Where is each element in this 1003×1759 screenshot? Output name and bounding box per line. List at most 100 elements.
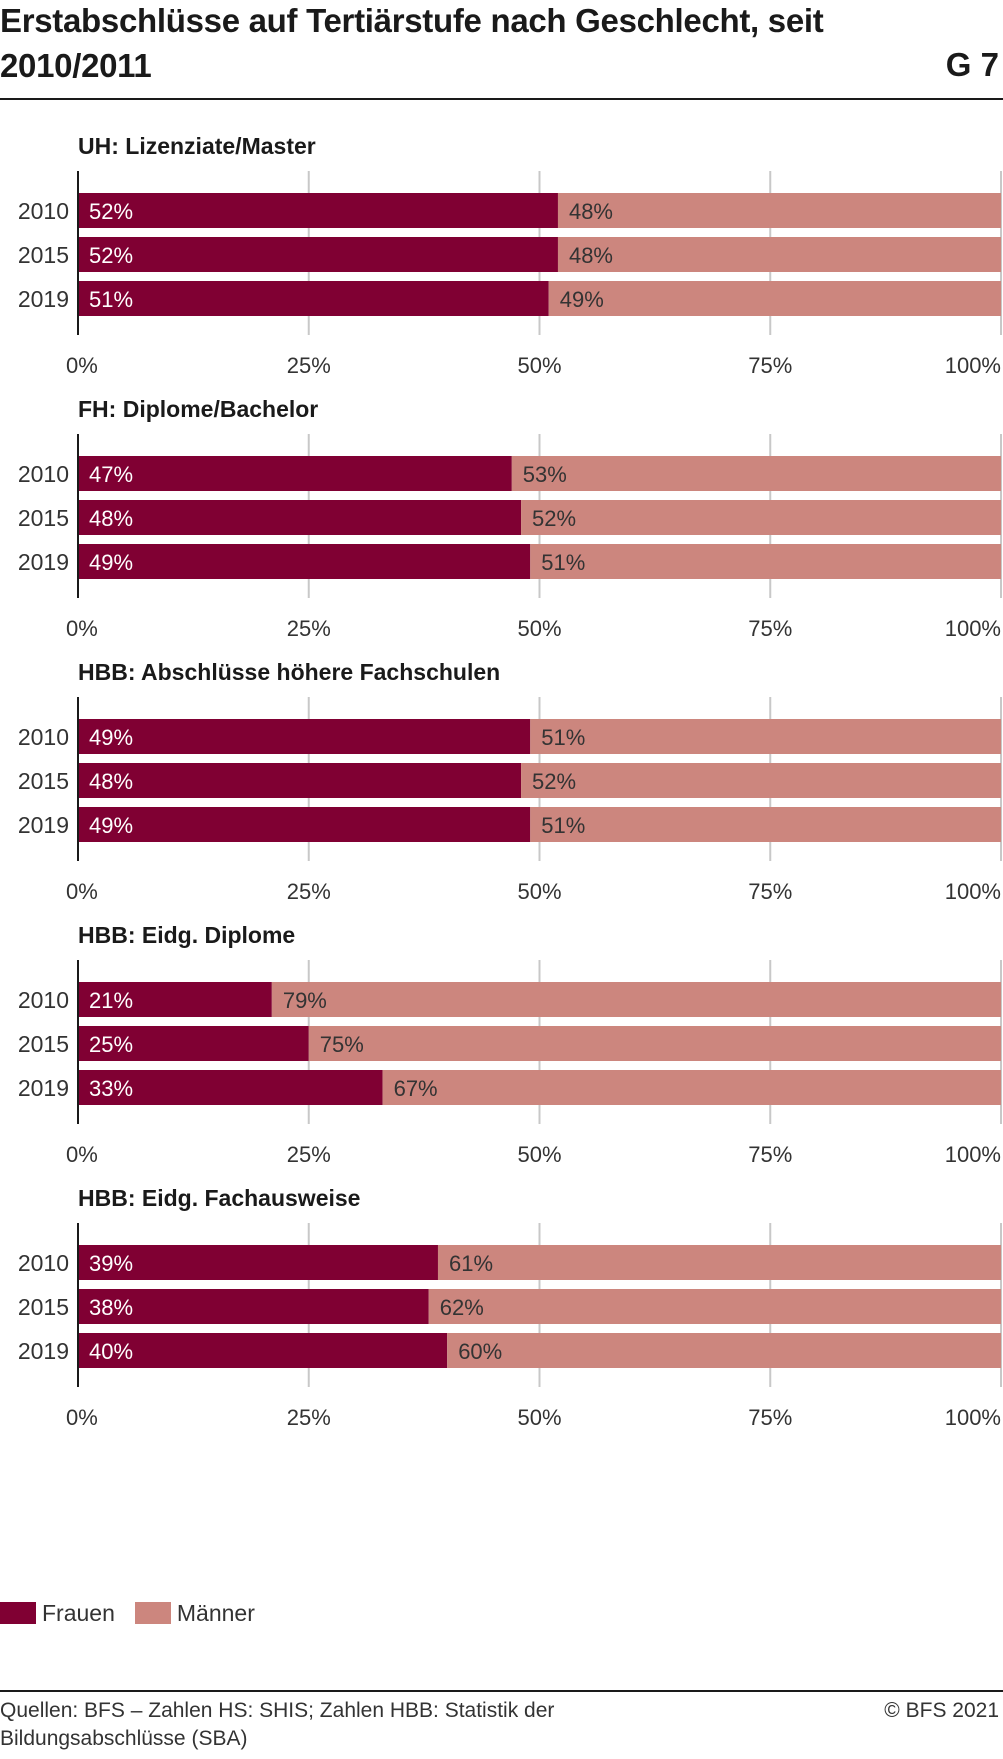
- category-label: 2015: [18, 768, 69, 794]
- legend: Frauen Männer: [0, 1599, 275, 1627]
- category-label: 2015: [18, 505, 69, 531]
- x-tick-label: 50%: [517, 1405, 561, 1430]
- x-tick-label: 0%: [66, 1142, 98, 1167]
- bar-maenner: [557, 237, 1001, 272]
- data-label-maenner: 48%: [569, 243, 613, 268]
- x-tick-label: 100%: [945, 616, 1001, 641]
- bar-maenner: [308, 1026, 1001, 1061]
- data-label-frauen: 52%: [89, 199, 133, 224]
- panel-title: UH: Lizenziate/Master: [78, 133, 316, 159]
- legend-label-maenner: Männer: [176, 1599, 255, 1626]
- bar-maenner: [521, 500, 1001, 535]
- x-tick-label: 75%: [748, 616, 792, 641]
- data-label-maenner: 67%: [394, 1076, 438, 1101]
- data-label-frauen: 38%: [89, 1295, 133, 1320]
- chart-number: G 7: [945, 46, 999, 83]
- legend-swatch-maenner: [134, 1602, 171, 1624]
- category-label: 2019: [18, 549, 69, 575]
- bar-maenner: [530, 807, 1001, 842]
- category-label: 2019: [18, 1338, 69, 1364]
- category-label: 2019: [18, 812, 69, 838]
- x-tick-label: 50%: [517, 879, 561, 904]
- data-label-frauen: 25%: [89, 1032, 133, 1057]
- x-tick-label: 0%: [66, 616, 98, 641]
- data-label-frauen: 39%: [89, 1251, 133, 1276]
- category-label: 2015: [18, 1031, 69, 1057]
- data-label-maenner: 48%: [569, 199, 613, 224]
- category-label: 2019: [18, 286, 69, 312]
- panel-title: HBB: Eidg. Diplome: [78, 922, 295, 948]
- chart-title: Erstabschlüsse auf Tertiärstufe nach Ges…: [0, 2, 824, 84]
- data-label-frauen: 33%: [89, 1076, 133, 1101]
- bar-frauen: [78, 1333, 448, 1368]
- x-tick-label: 25%: [287, 879, 331, 904]
- data-label-maenner: 52%: [532, 506, 576, 531]
- x-tick-label: 50%: [517, 353, 561, 378]
- bar-maenner: [530, 544, 1001, 579]
- x-tick-label: 50%: [517, 616, 561, 641]
- data-label-maenner: 60%: [458, 1339, 502, 1364]
- bar-maenner: [428, 1289, 1001, 1324]
- bar-frauen: [78, 500, 522, 535]
- data-label-maenner: 79%: [283, 988, 327, 1013]
- x-tick-label: 0%: [66, 353, 98, 378]
- bar-frauen: [78, 544, 531, 579]
- bar-frauen: [78, 1245, 438, 1280]
- x-tick-label: 50%: [517, 1142, 561, 1167]
- data-label-maenner: 75%: [320, 1032, 364, 1057]
- category-label: 2015: [18, 1294, 69, 1320]
- data-label-maenner: 49%: [560, 287, 604, 312]
- data-label-maenner: 51%: [541, 725, 585, 750]
- x-tick-label: 100%: [945, 353, 1001, 378]
- bar-maenner: [530, 719, 1001, 754]
- bar-frauen: [78, 763, 522, 798]
- bar-maenner: [557, 193, 1001, 228]
- x-tick-label: 100%: [945, 1142, 1001, 1167]
- x-tick-label: 0%: [66, 879, 98, 904]
- bar-frauen: [78, 982, 272, 1017]
- top-rule: [0, 98, 1003, 100]
- x-tick-label: 25%: [287, 616, 331, 641]
- bar-frauen: [78, 281, 549, 316]
- category-label: 2010: [18, 987, 69, 1013]
- data-label-maenner: 51%: [541, 550, 585, 575]
- data-label-frauen: 47%: [89, 462, 133, 487]
- category-label: 2010: [18, 461, 69, 487]
- copyright: © BFS 2021: [884, 1699, 999, 1722]
- x-tick-label: 100%: [945, 879, 1001, 904]
- bar-frauen: [78, 1070, 383, 1105]
- source-note: Quellen: BFS – Zahlen HS: SHIS; Zahlen H…: [0, 1699, 555, 1750]
- category-label: 2010: [18, 724, 69, 750]
- category-label: 2010: [18, 1250, 69, 1276]
- bar-frauen: [78, 719, 531, 754]
- x-tick-label: 75%: [748, 353, 792, 378]
- legend-swatch-frauen: [0, 1602, 36, 1624]
- category-label: 2019: [18, 1075, 69, 1101]
- bar-maenner: [521, 763, 1001, 798]
- data-label-maenner: 53%: [523, 462, 567, 487]
- category-label: 2015: [18, 242, 69, 268]
- x-tick-label: 75%: [748, 1142, 792, 1167]
- bar-maenner: [447, 1333, 1001, 1368]
- bar-maenner: [382, 1070, 1002, 1105]
- data-label-frauen: 21%: [89, 988, 133, 1013]
- legend-label-frauen: Frauen: [42, 1599, 115, 1626]
- bottom-rule: [0, 1690, 1003, 1692]
- chart-area: UH: Lizenziate/Master 2010 52% 48% 2015 52% 48…: [18, 133, 1002, 1430]
- panel-title: FH: Diplome/Bachelor: [78, 396, 318, 422]
- bar-maenner: [511, 456, 1001, 491]
- data-label-frauen: 48%: [89, 506, 133, 531]
- data-label-frauen: 49%: [89, 725, 133, 750]
- bar-frauen: [78, 193, 558, 228]
- bar-frauen: [78, 1289, 429, 1324]
- x-tick-label: 75%: [748, 1405, 792, 1430]
- legend-item-maenner: Männer: [134, 1599, 255, 1627]
- panel-title: HBB: Eidg. Fachausweise: [78, 1185, 360, 1211]
- x-tick-label: 25%: [287, 1405, 331, 1430]
- data-label-frauen: 49%: [89, 550, 133, 575]
- x-tick-label: 25%: [287, 1142, 331, 1167]
- legend-item-frauen: Frauen: [0, 1600, 115, 1627]
- x-tick-label: 100%: [945, 1405, 1001, 1430]
- data-label-frauen: 52%: [89, 243, 133, 268]
- data-label-maenner: 61%: [449, 1251, 493, 1276]
